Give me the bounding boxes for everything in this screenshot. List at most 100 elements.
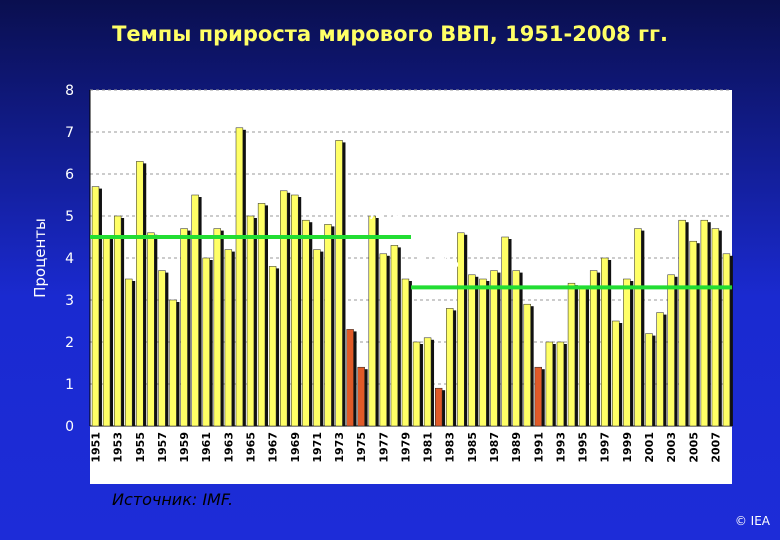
- bar-1951: [91, 186, 100, 427]
- bar-1967: [268, 266, 277, 427]
- bar-1994: [567, 282, 576, 427]
- bar-1966: [257, 203, 266, 427]
- bar-1971: [313, 249, 321, 427]
- bar-1983: [446, 308, 454, 427]
- axis-ticks: 0 1 2 3 4 5 6 7 8 1951 1953 1955 1957 1959 1961 1963 196…: [65, 83, 722, 463]
- copyright-note: © IEA: [734, 514, 770, 528]
- bar-2005: [689, 240, 697, 427]
- x-tick-label: 1971: [311, 432, 324, 463]
- bar-1991: [534, 366, 542, 427]
- average-lines: 4,5% 3,3%: [90, 203, 732, 290]
- y-tick-label: 4: [65, 251, 74, 267]
- bar-1996: [589, 270, 598, 427]
- bar-1963: [224, 249, 233, 427]
- x-tick-label: 1981: [422, 432, 435, 463]
- y-tick-label: 2: [65, 335, 74, 351]
- y-tick-label: 8: [65, 83, 74, 99]
- y-tick-label: 6: [65, 167, 74, 183]
- x-tick-label: 1955: [134, 432, 147, 463]
- y-tick-label: 0: [65, 419, 74, 435]
- bar-2006: [700, 219, 709, 427]
- bar-1999: [623, 278, 631, 427]
- bar-1958: [169, 299, 177, 427]
- bar-1977: [379, 253, 388, 427]
- y-tick-label: 3: [65, 293, 74, 309]
- bar-1956: [147, 232, 155, 427]
- bar-1980: [412, 341, 421, 427]
- bar-1964: [235, 127, 244, 427]
- bar-1952: [102, 236, 111, 427]
- bar-1965: [246, 215, 255, 427]
- x-tick-label: 1957: [156, 432, 169, 463]
- x-tick-label: 1991: [532, 432, 545, 463]
- bar-1968: [280, 190, 288, 427]
- x-tick-label: 1969: [289, 432, 302, 463]
- x-tick-label: 1977: [377, 432, 390, 463]
- bar-1973: [335, 140, 343, 427]
- bar-layer: [91, 127, 733, 427]
- bar-1982: [434, 387, 443, 427]
- y-tick-label: 7: [65, 125, 74, 141]
- bar-1957: [158, 270, 166, 427]
- bar-1989: [512, 270, 520, 427]
- x-tick-label: 1983: [444, 432, 457, 463]
- x-tick-label: 1967: [267, 432, 280, 463]
- x-tick-label: 2001: [643, 432, 656, 463]
- bar-1998: [612, 320, 620, 427]
- x-tick-label: 1997: [599, 432, 612, 463]
- x-tick-label: 2005: [687, 432, 700, 463]
- x-tick-label: 1965: [245, 432, 258, 463]
- x-tick-label: 1961: [200, 432, 213, 463]
- bar-1953: [113, 215, 122, 427]
- bar-1986: [479, 278, 487, 427]
- x-tick-label: 1953: [112, 432, 125, 463]
- x-tick-label: 1959: [178, 432, 191, 463]
- bar-1954: [125, 278, 133, 427]
- bar-2002: [656, 312, 664, 427]
- x-tick-label: 1963: [222, 432, 235, 463]
- bar-1962: [213, 228, 221, 427]
- bar-1992: [545, 341, 554, 427]
- bar-2008: [722, 253, 731, 427]
- x-tick-label: 2007: [709, 432, 722, 463]
- x-tick-label: 1951: [90, 432, 103, 463]
- x-tick-label: 1995: [577, 432, 590, 463]
- bar-1984: [457, 232, 465, 427]
- bar-2004: [678, 219, 686, 427]
- bar-1985: [468, 274, 476, 427]
- bar-1970: [302, 219, 310, 427]
- bar-1990: [523, 303, 531, 427]
- bar-2007: [711, 228, 720, 427]
- bar-1993: [556, 341, 565, 427]
- bar-1969: [291, 194, 299, 427]
- bar-1995: [578, 287, 587, 427]
- bar-1961: [202, 257, 210, 427]
- bar-1978: [390, 245, 399, 427]
- bar-1974: [346, 329, 354, 427]
- bar-1988: [501, 236, 509, 427]
- x-tick-label: 1973: [333, 432, 346, 463]
- bar-1997: [601, 257, 609, 427]
- bar-2001: [645, 333, 653, 427]
- x-tick-label: 1985: [466, 432, 479, 463]
- chart-title: Темпы прироста мирового ВВП, 1951-2008 г…: [112, 22, 668, 46]
- y-tick-label: 5: [65, 209, 74, 225]
- average-label-1: 4,5%: [359, 203, 401, 221]
- x-tick-label: 1987: [488, 432, 501, 463]
- bar-1976: [368, 215, 376, 427]
- bar-1960: [191, 194, 199, 427]
- x-tick-label: 1979: [399, 432, 412, 463]
- x-tick-label: 1989: [510, 432, 523, 463]
- bar-2003: [667, 274, 675, 427]
- average-label-2: 3,3%: [417, 253, 459, 271]
- source-note: Источник: IMF.: [112, 490, 234, 509]
- x-tick-label: 1993: [554, 432, 567, 463]
- x-tick-label: 2003: [665, 432, 678, 463]
- x-tick-label: 1975: [355, 432, 368, 463]
- bar-2000: [634, 228, 642, 427]
- y-tick-label: 1: [65, 377, 74, 393]
- bar-1987: [490, 270, 498, 427]
- y-axis-label: Проценты: [31, 218, 49, 298]
- x-tick-label: 1999: [621, 432, 634, 463]
